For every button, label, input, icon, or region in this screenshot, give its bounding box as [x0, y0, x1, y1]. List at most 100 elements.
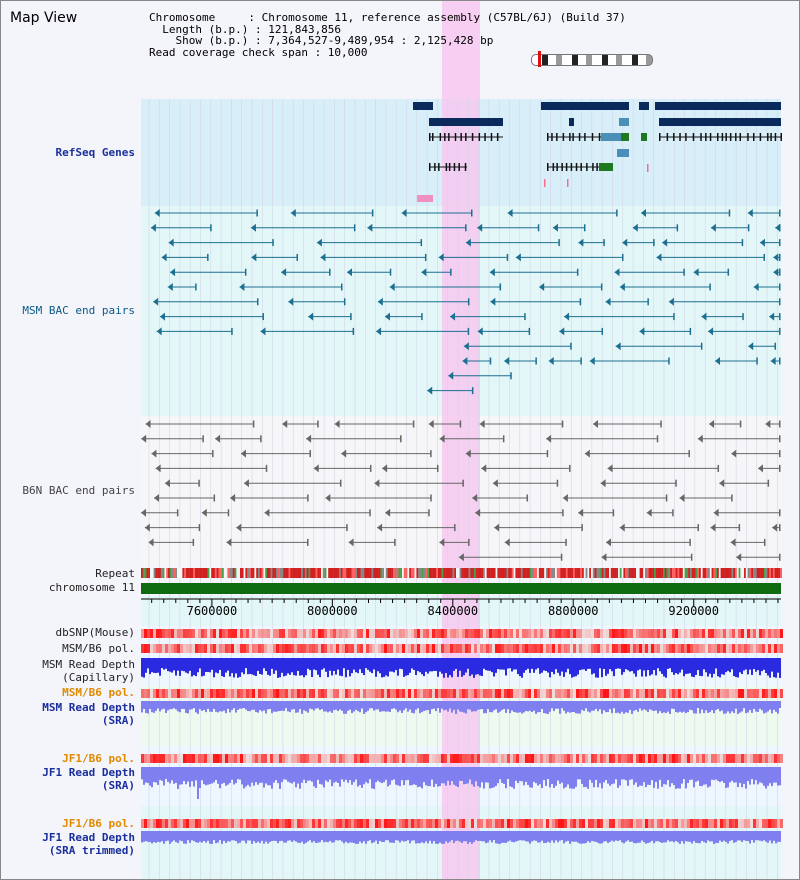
repeat-mark [524, 568, 527, 578]
jf1-depth-trim-bar [283, 831, 285, 843]
msm-pol-sra-cell [651, 689, 654, 698]
dbsnp-cell [222, 629, 225, 638]
repeat-mark [411, 568, 413, 578]
jf1-depth-sra-bar [413, 767, 415, 785]
jf1-pol-sra-cell [420, 754, 423, 763]
msm-depth-sra-bar [641, 701, 643, 711]
msm-pol-sra-cell [525, 689, 528, 698]
repeat-mark [718, 568, 721, 578]
jf1-depth-trim-bar [421, 831, 423, 843]
msm-depth-sra-bar [647, 701, 649, 713]
msm-pol-sra-cell [345, 689, 348, 698]
jf1-depth-trim-bar [411, 831, 413, 841]
msm-depth-sra-bar [239, 701, 241, 709]
dbsnp-cell [648, 629, 651, 638]
repeat-mark [445, 568, 448, 578]
jf1-pol-sra-cell [651, 754, 654, 763]
jf1-depth-sra-bar [777, 767, 779, 786]
jf1-depth-trim-bar [245, 831, 247, 844]
jf1-depth-trim-bar [419, 831, 421, 844]
msm-depth-cap-bar [617, 658, 619, 669]
msm-depth-cap-bar [235, 658, 237, 674]
msm-pol-sra-cell [633, 689, 636, 698]
jf1-pol-trim-cell [621, 819, 624, 828]
msm-pol-sra-cell [543, 689, 546, 698]
msm-depth-sra-bar [421, 701, 423, 713]
jf1-depth-trim-bar [297, 831, 299, 843]
jf1-depth-sra-bar [265, 767, 267, 784]
msm-pol-sra-cell [486, 689, 489, 698]
repeat-mark [677, 568, 680, 578]
jf1-pol-trim-cell [351, 819, 354, 828]
repeat-mark [774, 568, 777, 578]
repeat-mark [285, 568, 287, 578]
msm-depth-sra-bar [599, 701, 601, 710]
jf1-pol-trim-cell [165, 819, 168, 828]
msm-depth-sra-bar [477, 701, 479, 710]
msm-depth-cap-bar [435, 658, 437, 671]
msm-pol-sra-cell [480, 689, 483, 698]
jf1-depth-trim-bar [233, 831, 235, 841]
jf1-pol-trim-cell [705, 819, 708, 828]
msm-bac-end [420, 239, 423, 247]
highlight-region[interactable] [442, 1, 480, 879]
jf1-pol-trim-cell [456, 819, 459, 828]
jf1-depth-sra-bar [773, 767, 775, 783]
jf1-depth-sra-bar [389, 767, 391, 785]
msm-depth-cap-bar [427, 658, 429, 674]
jf1-depth-trim-bar [673, 831, 675, 843]
msm-depth-sra-bar [729, 701, 731, 714]
dbsnp-cell [231, 629, 234, 638]
jf1-pol-trim-cell [426, 819, 429, 828]
msm-depth-sra-bar [337, 701, 339, 712]
jf1-depth-sra-bar [331, 767, 333, 787]
repeat-mark [627, 568, 629, 578]
dbsnp-cell [258, 629, 261, 638]
b6n-bac-end [374, 479, 380, 488]
jf1-depth-sra-bar [703, 767, 705, 785]
msm-pol-sra-cell [222, 689, 225, 698]
chromosome-ideogram[interactable] [531, 54, 653, 66]
jf1-depth-sra-bar [399, 767, 401, 787]
msm-depth-cap-bar [667, 658, 669, 669]
msm-depth-sra-bar [153, 701, 155, 713]
msm-depth-sra-bar [635, 701, 637, 710]
jf1-depth-trim-bar [173, 831, 175, 841]
msm-pol-cap-cell [237, 644, 240, 653]
jf1-pol-sra-cell [408, 754, 411, 763]
msm-pol-sra-cell [558, 689, 561, 698]
msm-depth-sra-bar [255, 701, 257, 712]
jf1-depth-trim-bar [179, 831, 181, 841]
msm-depth-sra-bar [193, 701, 195, 709]
msm-bac-end [231, 327, 233, 335]
msm-pol-cap-cell [675, 644, 678, 653]
jf1-pol-sra-cell [237, 754, 240, 763]
gene-exon [709, 133, 712, 141]
dbsnp-cell [633, 629, 636, 638]
msm-bac-end [668, 297, 674, 306]
jf1-pol-trim-cell [411, 819, 414, 828]
msm-pol-cap-cell [264, 644, 267, 653]
msm-depth-sra-bar [223, 701, 225, 711]
msm-bac-end [250, 223, 256, 232]
msm-depth-sra-bar [203, 701, 205, 710]
msm-depth-cap-bar [355, 658, 357, 673]
msm-pol-cap-cell [585, 644, 588, 653]
msm-pol-sra-cell [441, 689, 444, 698]
msm-depth-sra-bar [611, 701, 613, 714]
repeat-mark [751, 568, 754, 578]
msm-pol-cap-cell [321, 644, 324, 653]
msm-pol-cap-cell [315, 644, 318, 653]
repeat-mark [691, 568, 694, 578]
jf1-pol-trim-cell [582, 819, 585, 828]
jf1-pol-trim-cell [264, 819, 267, 828]
b6n-bac-end [710, 523, 716, 532]
repeat-mark [681, 568, 683, 578]
msm-depth-sra-bar [401, 701, 403, 713]
jf1-depth-trim-bar [689, 831, 691, 842]
jf1-depth-trim-bar [337, 831, 339, 841]
msm-pol-cap-cell [273, 644, 276, 653]
jf1-depth-trim-bar [247, 831, 249, 841]
msm-pol-sra-cell [186, 689, 189, 698]
